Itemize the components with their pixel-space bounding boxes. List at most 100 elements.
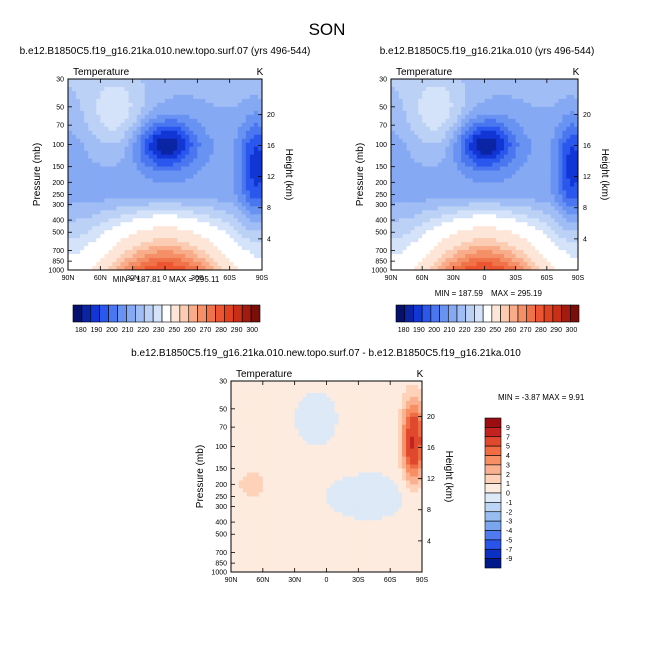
contour-cell — [391, 214, 396, 219]
contour-cell — [484, 150, 489, 156]
contour-cell — [231, 540, 236, 545]
contour-cell — [237, 254, 243, 259]
contour-cell — [527, 94, 532, 100]
contour-cell — [465, 246, 470, 251]
contour-cell — [132, 134, 138, 140]
contour-cell — [422, 94, 427, 100]
x-tick-label: 30S — [191, 275, 204, 282]
contour-cell — [209, 166, 215, 172]
contour-cell — [492, 214, 497, 219]
contour-cell — [100, 154, 105, 160]
contour-cell — [437, 158, 443, 164]
contour-cell — [500, 230, 505, 235]
contour-cell — [205, 122, 211, 128]
contour-cell — [503, 194, 509, 199]
contour-cell — [104, 130, 110, 136]
colorbar-box — [517, 304, 528, 323]
contour-cell — [104, 214, 110, 219]
contour-cell — [249, 82, 255, 88]
contour-cell — [213, 106, 219, 112]
contour-cell — [249, 114, 255, 120]
contour-cell — [472, 210, 478, 215]
contour-cell — [426, 206, 431, 211]
contour-cell — [484, 114, 489, 120]
contour-cell — [519, 230, 525, 235]
contour-cell — [241, 210, 247, 215]
contour-cell — [503, 186, 509, 192]
contour-cell — [104, 158, 110, 164]
contour-cell — [558, 158, 564, 164]
contour-cell — [177, 242, 182, 247]
contour-cell — [152, 150, 158, 156]
contour-cell — [539, 202, 544, 207]
contour-cell — [531, 146, 536, 152]
contour-cell — [433, 166, 439, 172]
contour-cell — [503, 102, 509, 108]
contour-cell — [242, 424, 248, 430]
contour-cell — [507, 262, 513, 267]
contour-cell — [507, 82, 513, 88]
height-tick-label: 4 — [267, 236, 271, 243]
contour-cell — [96, 102, 101, 108]
contour-cell — [558, 190, 564, 195]
contour-cell — [242, 456, 248, 462]
contour-cell — [523, 190, 528, 195]
contour-cell — [165, 222, 170, 227]
contour-cell — [441, 94, 447, 100]
contour-cell — [539, 174, 544, 180]
contour-cell — [492, 110, 497, 116]
contour-cell — [441, 250, 447, 255]
contour-cell — [472, 162, 478, 168]
contour-cell — [201, 130, 207, 136]
contour-cell — [124, 138, 130, 144]
contour-cell — [185, 170, 190, 176]
contour-cell — [152, 102, 158, 108]
contour-cell — [488, 194, 493, 199]
contour-cell — [441, 210, 447, 215]
contour-cell — [213, 182, 219, 188]
contour-cell — [554, 206, 560, 211]
contour-cell — [429, 82, 435, 88]
contour-cell — [112, 174, 118, 180]
contour-cell — [402, 126, 408, 132]
contour-cell — [422, 166, 427, 172]
contour-cell — [92, 186, 97, 192]
contour-cell — [441, 258, 447, 263]
contour-cell — [410, 118, 415, 124]
contour-cell — [124, 150, 130, 156]
contour-cell — [217, 226, 223, 231]
contour-cell — [88, 242, 93, 247]
contour-cell — [124, 170, 130, 176]
contour-cell — [414, 214, 419, 219]
contour-cell — [132, 238, 138, 243]
contour-cell — [156, 79, 162, 84]
contour-cell — [457, 242, 462, 247]
contour-cell — [124, 202, 130, 207]
contour-cell — [217, 242, 223, 247]
contour-cell — [391, 266, 396, 270]
contour-cell — [554, 266, 560, 270]
contour-cell — [503, 254, 509, 259]
contour-cell — [112, 206, 118, 211]
contour-cell — [76, 266, 81, 270]
contour-cell — [539, 130, 544, 136]
contour-cell — [193, 186, 198, 192]
contour-cell — [249, 138, 255, 144]
contour-cell — [539, 218, 544, 223]
contour-cell — [197, 242, 202, 247]
contour-cell — [197, 130, 202, 136]
contour-cell — [76, 222, 81, 227]
contour-cell — [108, 198, 114, 203]
contour-cell — [445, 114, 451, 120]
contour-cell — [484, 182, 489, 188]
contour-cell — [507, 162, 513, 168]
contour-cell — [80, 190, 85, 195]
contour-cell — [96, 154, 101, 160]
contour-cell — [173, 102, 178, 108]
contour-cell — [160, 79, 166, 84]
contour-cell — [418, 158, 423, 164]
contour-cell — [231, 492, 236, 497]
contour-cell — [511, 122, 517, 128]
contour-cell — [209, 118, 215, 124]
contour-cell — [445, 162, 451, 168]
